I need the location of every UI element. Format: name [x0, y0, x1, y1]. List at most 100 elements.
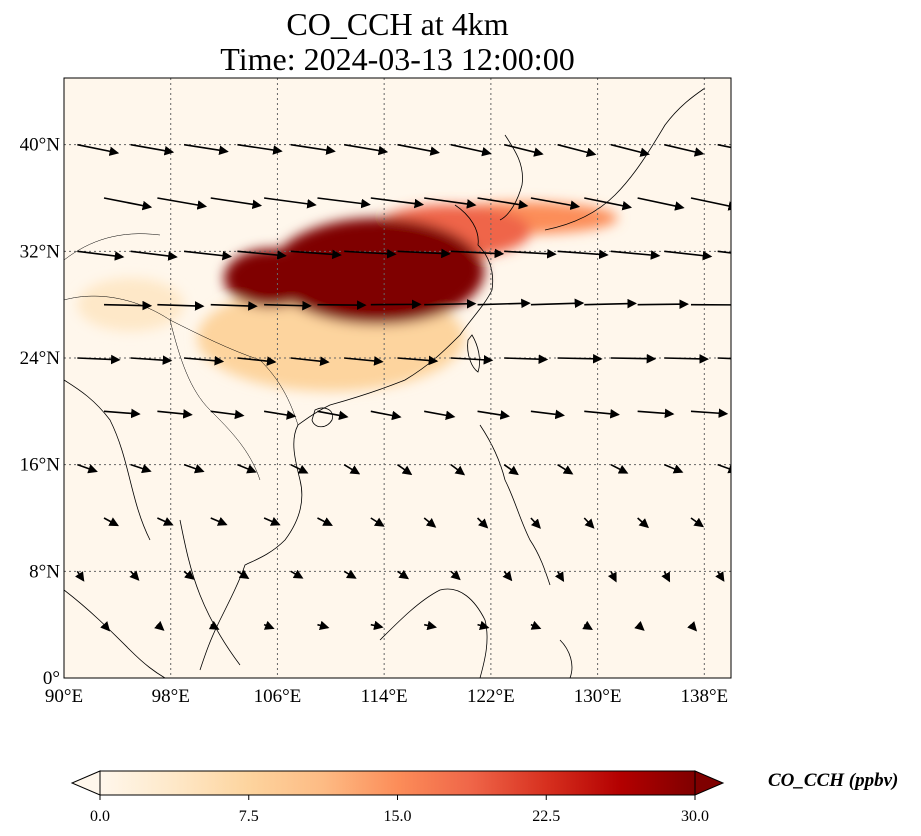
wind-arrow	[157, 409, 193, 419]
colorbar-extend-min	[70, 770, 101, 796]
map-subtitle: Time: 2024-03-13 12:00:00	[220, 41, 575, 77]
wind-arrow	[450, 355, 494, 365]
wind-vectors	[75, 143, 731, 632]
coastline-sulawesi	[559, 639, 573, 678]
wind-arrow	[210, 409, 245, 420]
wind-arrow	[263, 197, 317, 209]
colorbar-tick-label: 22.5	[532, 808, 560, 825]
wind-arrow	[154, 620, 165, 631]
wind-arrow	[317, 517, 333, 526]
wind-arrow	[237, 356, 277, 366]
colorbar-tick-label: 7.5	[239, 808, 259, 825]
wind-arrow	[77, 354, 121, 365]
wind-arrow	[237, 250, 287, 260]
wind-arrow	[504, 143, 544, 157]
wind-arrow	[183, 570, 195, 580]
wind-arrow	[370, 620, 384, 631]
wind-arrow	[717, 357, 731, 360]
wind-arrow	[530, 517, 541, 529]
wind-arrow	[450, 143, 492, 157]
wind-arrow	[690, 197, 731, 211]
colorbar-tick-label: 15.0	[384, 808, 412, 825]
colorbar: 0.0 7.5 15.0 22.5 30.0	[70, 770, 725, 825]
coastline-mainland	[297, 204, 494, 426]
wind-arrow	[424, 197, 477, 209]
x-tick-label: 138°E	[680, 686, 728, 707]
y-tick-label: 16°N	[20, 455, 61, 476]
wind-arrow	[75, 570, 85, 582]
x-axis-ticks: 90°E 98°E 106°E 114°E 122°E 130°E 138°E	[45, 686, 728, 707]
wind-arrow	[290, 356, 330, 366]
coastline-philippines	[479, 424, 551, 586]
colorbar-tick-label: 0.0	[90, 808, 110, 825]
wind-arrow	[317, 410, 349, 421]
wind-arrow	[183, 463, 205, 474]
y-axis-ticks: 0° 8°N 16°N 24°N 32°N 40°N	[20, 135, 61, 689]
wind-arrow	[450, 464, 466, 476]
wind-arrow	[130, 250, 178, 261]
wind-arrow	[715, 570, 725, 582]
colorbar-tick-label: 30.0	[681, 808, 709, 825]
wind-arrow	[477, 298, 531, 309]
wind-arrow	[607, 570, 617, 583]
wind-arrow	[477, 197, 529, 210]
wind-arrow	[237, 143, 283, 155]
wind-arrow	[477, 620, 490, 631]
y-tick-label: 24°N	[20, 348, 61, 369]
y-tick-label: 40°N	[20, 135, 61, 156]
wind-arrow	[502, 570, 513, 582]
wind-arrow	[103, 197, 153, 211]
wind-arrow	[130, 143, 175, 156]
wind-arrow	[130, 355, 173, 365]
coastline-korea	[499, 134, 523, 221]
wind-arrow	[717, 143, 731, 149]
wind-arrow	[637, 299, 689, 309]
wind-arrow	[157, 517, 174, 526]
plume-sichuan-west-lobe	[224, 248, 318, 308]
coastline-sumatra	[64, 589, 166, 678]
border-lines	[64, 233, 299, 481]
wind-arrow	[663, 463, 684, 474]
coastline-borneo	[379, 588, 488, 678]
colorbar-ticks: 0.0 7.5 15.0 22.5 30.0	[90, 795, 709, 825]
wind-arrow	[103, 408, 141, 419]
wind-arrow	[370, 517, 385, 527]
wind-arrow	[634, 620, 645, 631]
wind-arrow	[424, 298, 477, 309]
wind-arrow	[664, 143, 705, 157]
wind-arrow	[290, 463, 309, 474]
wind-arrow	[343, 569, 357, 579]
wind-arrow	[637, 517, 649, 529]
x-tick-label: 106°E	[254, 686, 302, 707]
wind-arrow	[130, 463, 152, 474]
x-tick-label: 98°E	[152, 686, 190, 707]
y-tick-label: 0°	[43, 668, 60, 689]
wind-arrow	[424, 620, 437, 631]
wind-arrow	[264, 300, 312, 311]
wind-arrow	[290, 249, 342, 260]
wind-arrow	[687, 621, 698, 632]
wind-arrow	[423, 517, 437, 528]
coastline-hainan	[311, 407, 333, 428]
wind-arrow	[77, 250, 125, 261]
wind-arrow	[344, 248, 397, 259]
wind-arrow	[661, 570, 671, 583]
wind-arrow	[717, 250, 731, 254]
wind-arrow	[183, 250, 233, 261]
wind-arrow	[690, 517, 704, 528]
wind-arrow	[582, 620, 593, 630]
co-concentration-layer	[77, 202, 618, 392]
wind-arrow	[210, 516, 228, 526]
wind-arrow	[610, 250, 661, 260]
wind-arrow	[290, 569, 304, 579]
wind-arrow	[557, 353, 603, 364]
wind-arrow	[317, 197, 371, 209]
wind-arrow	[664, 250, 713, 261]
wind-arrow	[77, 143, 120, 156]
wind-arrow	[129, 570, 140, 581]
map-frame	[63, 77, 732, 679]
wind-arrow	[183, 355, 225, 366]
colorbar-extend-max	[694, 770, 725, 796]
wind-arrow	[450, 570, 461, 581]
